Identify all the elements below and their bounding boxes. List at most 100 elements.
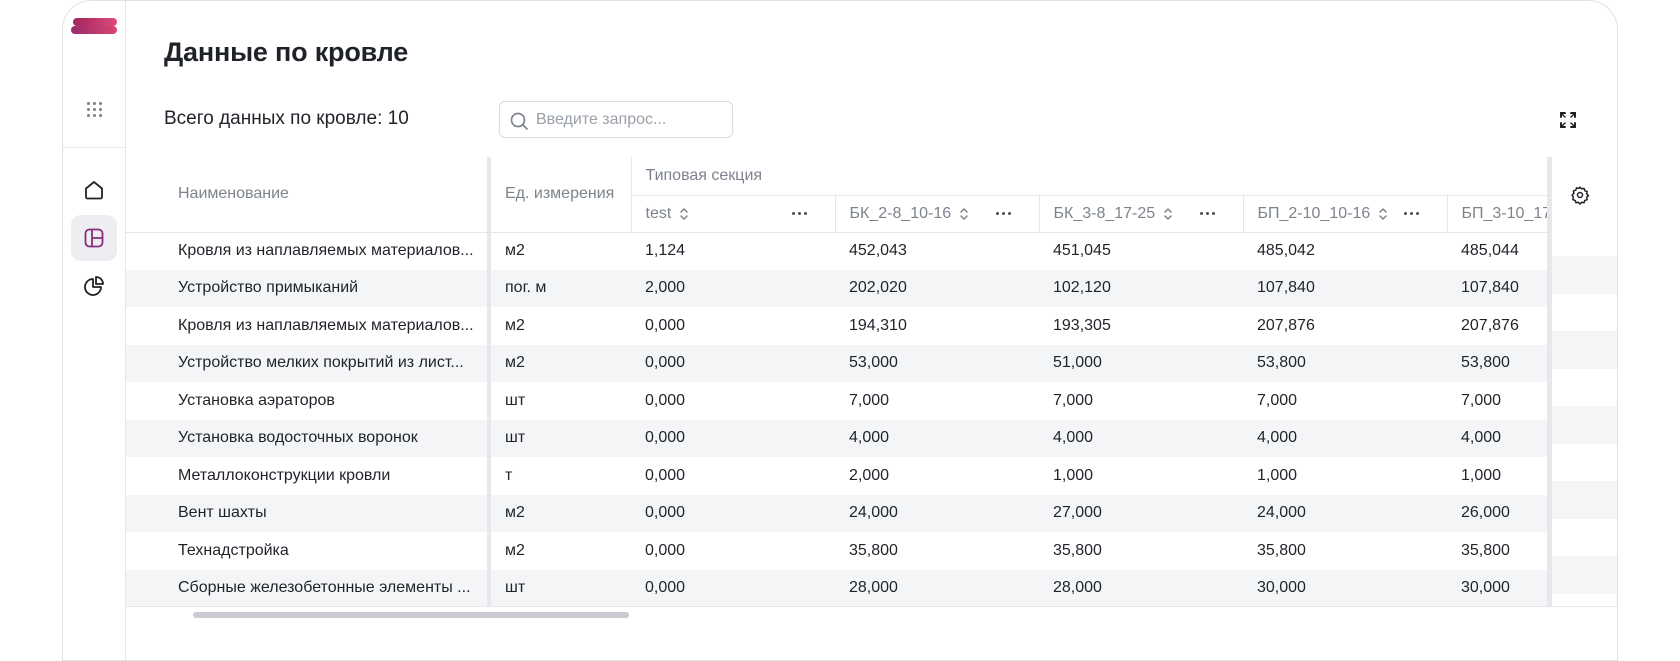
more-dots-icon[interactable] xyxy=(1199,212,1215,215)
column-header-name[interactable]: Наименование xyxy=(126,157,491,233)
table-row[interactable]: Устройство мелких покрытий из лист... м2 0… xyxy=(126,344,1617,382)
cell-unit: м2 xyxy=(505,316,525,334)
column-header-label: test xyxy=(645,204,672,222)
nav-analytics-button[interactable] xyxy=(71,263,117,309)
cell-value: 35,800 xyxy=(1053,541,1102,559)
cell-unit: шт xyxy=(505,391,526,409)
cell-name: Кровля из наплавляемых материалов... xyxy=(126,232,491,270)
column-header-section[interactable]: БП_2-10_10-16 xyxy=(1242,195,1447,233)
search-box[interactable] xyxy=(499,101,733,138)
sort-icon[interactable] xyxy=(959,207,969,221)
pie-chart-icon xyxy=(84,276,104,296)
sort-icon[interactable] xyxy=(1163,207,1173,221)
cell-unit: м2 xyxy=(491,344,631,382)
cell-unit: шт xyxy=(491,569,631,607)
column-header-label: БП_3-10_17- xyxy=(1461,204,1557,222)
table-row[interactable]: Кровля из наплавляемых материалов... м2 0,… xyxy=(126,307,1617,345)
nav-home-button[interactable] xyxy=(71,167,117,213)
cell-value: 102,120 xyxy=(1039,269,1243,307)
cell-value: 24,000 xyxy=(835,494,1039,532)
cell-value: 0,000 xyxy=(631,569,835,607)
group-header-sections: Типовая секция xyxy=(630,157,1617,196)
more-dots-icon[interactable] xyxy=(995,212,1011,215)
search-icon xyxy=(510,112,528,130)
cell-value: 485,042 xyxy=(1257,242,1315,259)
table-row[interactable]: Установка аэраторов шт 0,000 7,000 7,000 7,00… xyxy=(126,382,1617,420)
column-header-section[interactable]: БК_2-8_10-16 xyxy=(834,195,1039,233)
expand-button[interactable] xyxy=(1557,109,1579,131)
table-row[interactable]: Установка водосточных воронок шт 0,000 4,00… xyxy=(126,419,1617,457)
nav-layout-button[interactable] xyxy=(71,215,117,261)
column-header-unit[interactable]: Ед. измерения xyxy=(491,157,631,233)
cell-value: 30,000 xyxy=(1243,569,1447,607)
cell-value: 35,800 xyxy=(849,541,898,559)
cell-value: 0,000 xyxy=(631,494,835,532)
cell-value: 27,000 xyxy=(1039,494,1243,532)
cell-value: 2,000 xyxy=(849,466,890,484)
column-header-label: БК_2-8_10-16 xyxy=(849,204,952,222)
column-header-section[interactable]: БК_3-8_17-25 xyxy=(1038,195,1243,233)
cell-value: 193,305 xyxy=(1053,316,1111,334)
cell-value: 1,000 xyxy=(1053,466,1094,484)
cell-value: 53,800 xyxy=(1243,344,1447,382)
page-title: Данные по кровле xyxy=(164,37,409,67)
cell-value: 194,310 xyxy=(849,316,907,334)
table-row[interactable]: Сборные железобетонные элементы ... шт 0,0… xyxy=(126,569,1617,607)
data-table-container[interactable]: Наименование Ед. измерения Типовая секци… xyxy=(126,157,1617,607)
cell-name: Устройство мелких покрытий из лист... xyxy=(126,344,491,382)
more-dots-icon[interactable] xyxy=(791,212,807,215)
cell-value: 7,000 xyxy=(849,391,890,409)
brand-logo[interactable] xyxy=(71,17,117,35)
cell-value: 207,876 xyxy=(1257,316,1315,334)
expand-icon xyxy=(1560,112,1576,128)
cell-value: 24,000 xyxy=(1243,494,1447,532)
cell-value: 4,000 xyxy=(835,419,1039,457)
cell-value: 452,043 xyxy=(849,242,907,259)
table-row[interactable]: Технадстройка м2 0,000 35,800 35,800 35,800 35… xyxy=(126,532,1617,570)
table-row[interactable]: Вент шахты м2 0,000 24,000 27,000 24,000 26,00… xyxy=(126,494,1617,532)
cell-value: 1,124 xyxy=(645,242,686,259)
cell-value: 107,840 xyxy=(1243,269,1447,307)
cell-value: 1,000 xyxy=(1257,466,1298,484)
cell-name: Установка водосточных воронок xyxy=(126,419,491,457)
cell-value: 53,000 xyxy=(835,344,1039,382)
cell-value: 51,000 xyxy=(1039,344,1243,382)
sort-icon[interactable] xyxy=(1378,207,1388,221)
total-count-label: Всего данных по кровле: 10 xyxy=(164,108,409,129)
home-icon xyxy=(85,181,103,200)
cell-unit: пог. м xyxy=(491,269,631,307)
cell-value: 28,000 xyxy=(835,569,1039,607)
cell-value: 0,000 xyxy=(631,419,835,457)
cell-value: 7,000 xyxy=(1053,391,1094,409)
cell-unit: м2 xyxy=(505,242,525,259)
cell-value: 0,000 xyxy=(645,466,686,484)
cell-name: Установка аэраторов xyxy=(126,382,491,420)
layout-icon xyxy=(84,228,104,248)
cell-value: 0,000 xyxy=(645,391,686,409)
more-dots-icon[interactable] xyxy=(1403,212,1419,215)
horizontal-scrollbar[interactable] xyxy=(193,612,629,618)
column-header-section[interactable]: test xyxy=(630,195,835,233)
table-bottom-border xyxy=(126,606,1617,607)
cell-name: Технадстройка xyxy=(126,532,491,570)
sort-icon[interactable] xyxy=(679,207,689,221)
cell-name: Металлоконструкции кровли xyxy=(126,457,491,495)
gear-icon[interactable] xyxy=(1570,185,1590,205)
table-row[interactable]: Устройство примыканий пог. м 2,000 202,020 1… xyxy=(126,269,1617,307)
cell-value: 35,800 xyxy=(1257,541,1306,559)
sidebar xyxy=(63,1,126,660)
search-input[interactable] xyxy=(536,109,726,131)
cell-value: 7,000 xyxy=(1257,391,1298,409)
cell-unit: м2 xyxy=(505,541,525,559)
cell-value: 4,000 xyxy=(1243,419,1447,457)
sidebar-divider xyxy=(63,147,125,148)
cell-value: 0,000 xyxy=(645,541,686,559)
cell-name: Устройство примыканий xyxy=(126,269,491,307)
cell-value: 0,000 xyxy=(631,344,835,382)
cell-unit: т xyxy=(505,466,513,484)
grid-dots-icon[interactable] xyxy=(84,99,104,119)
cell-value: 451,045 xyxy=(1053,242,1111,259)
cell-value: 202,020 xyxy=(835,269,1039,307)
table-row[interactable]: Кровля из наплавляемых материалов... м2 1,… xyxy=(126,232,1617,270)
table-row[interactable]: Металлоконструкции кровли т 0,000 2,000 1,00… xyxy=(126,457,1617,495)
